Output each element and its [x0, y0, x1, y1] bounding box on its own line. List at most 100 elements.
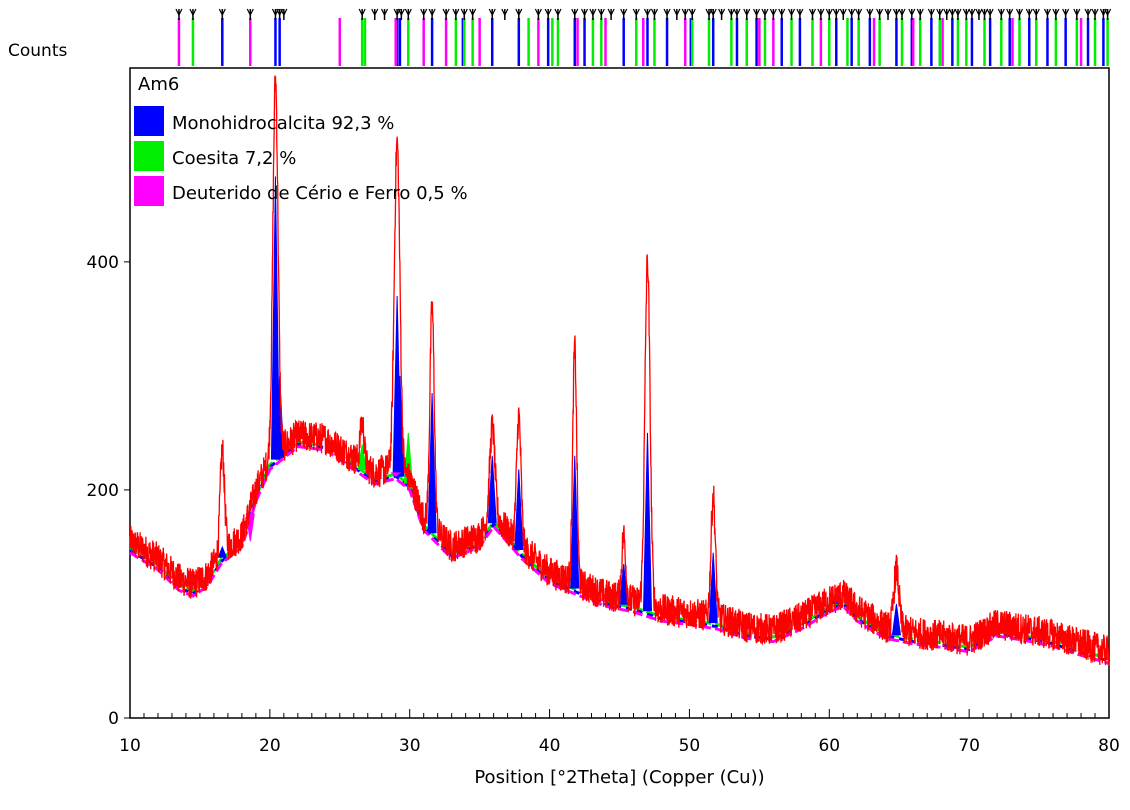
reference-mark-arrow — [986, 8, 994, 17]
reference-mark-arrow — [980, 8, 989, 17]
x-axis-label: Position [°2Theta] (Copper (Cu)) — [474, 767, 764, 788]
phase-peak-monohidrocalcita — [217, 545, 228, 558]
phase-peak-deuterido — [390, 472, 402, 477]
reference-mark-arrow — [727, 8, 735, 17]
observed-pattern-layer — [129, 75, 1110, 666]
legend-entry-label: Deuterido de Cério e Ferro 0,5 % — [172, 183, 468, 204]
reference-mark-arrow — [650, 8, 659, 17]
x-tick-label: 30 — [399, 736, 421, 756]
reference-mark-arrow — [381, 8, 389, 17]
reference-mark-arrow — [975, 8, 983, 17]
reference-mark-arrow — [488, 8, 496, 17]
reference-mark-arrow — [420, 8, 428, 17]
reference-mark-arrow — [1025, 8, 1033, 17]
y-tick-label: 200 — [87, 481, 119, 501]
reference-mark-arrow — [1073, 8, 1081, 17]
reference-mark-arrow — [1006, 8, 1014, 17]
phase-peak-monohidrocalcita — [891, 603, 901, 636]
reference-mark-arrow — [246, 8, 254, 17]
x-tick-label: 70 — [958, 736, 980, 756]
x-tick-label: 50 — [679, 736, 701, 756]
reference-mark-arrow — [866, 8, 874, 17]
reference-mark-arrow — [469, 8, 477, 17]
reference-mark-arrow — [1052, 8, 1060, 17]
phase-peak-monohidrocalcita — [514, 469, 524, 550]
reference-mark-arrow — [452, 8, 460, 17]
reference-mark-arrow — [663, 8, 671, 17]
reference-mark-arrow — [580, 8, 589, 17]
reference-tick-strip — [175, 8, 1112, 66]
reference-mark-arrow — [1043, 8, 1051, 17]
reference-mark-arrow — [280, 8, 288, 17]
reference-mark-arrow — [607, 8, 615, 17]
reference-mark-arrow — [428, 8, 436, 17]
reference-mark-arrow — [175, 8, 183, 17]
reference-mark-arrow — [442, 8, 450, 17]
reference-mark-arrow — [1015, 8, 1024, 17]
axes: 10 20 30 40 50 60 70 80 0 200 400 — [87, 253, 1120, 756]
reference-mark-arrow — [371, 8, 379, 17]
legend-swatch — [134, 106, 164, 136]
reference-mark-arrow — [839, 8, 847, 17]
reference-mark-arrow — [997, 8, 1005, 17]
phase-peak-monohidrocalcita — [270, 176, 280, 460]
reference-mark-arrow — [832, 8, 840, 17]
reference-mark-arrow — [743, 8, 751, 17]
reference-mark-arrow — [936, 8, 944, 17]
reference-mark-arrow — [709, 8, 717, 17]
reference-mark-arrow — [1032, 8, 1040, 17]
x-tick-label: 60 — [818, 736, 840, 756]
reference-mark-arrow — [908, 8, 916, 17]
reference-mark-arrow — [643, 8, 652, 17]
y-tick-label: 0 — [108, 709, 119, 729]
reference-mark-arrow — [620, 8, 628, 17]
legend-entry-label: Coesita 7,2 % — [172, 148, 296, 169]
reference-mark-arrow — [673, 8, 681, 17]
reference-mark-arrow — [948, 8, 956, 17]
reference-mark-arrow — [397, 8, 405, 17]
reference-mark-arrow — [1104, 8, 1112, 17]
reference-mark-arrow — [1091, 8, 1099, 17]
reference-mark-arrow — [898, 8, 906, 17]
reference-mark-arrow — [855, 8, 863, 17]
reference-mark-arrow — [501, 8, 509, 17]
phase-peak-monohidrocalcita — [427, 392, 437, 534]
reference-mark-arrow — [404, 8, 412, 17]
x-tick-label: 40 — [539, 736, 561, 756]
reference-mark-arrow — [733, 8, 741, 17]
reference-mark-arrow — [753, 8, 761, 17]
reference-mark-arrow — [632, 8, 640, 17]
reference-mark-arrow — [544, 8, 552, 17]
phase-peak-monohidrocalcita — [570, 455, 580, 589]
observed-pattern-line — [129, 75, 1110, 666]
reference-mark-arrow — [876, 8, 884, 17]
reference-mark-arrow — [688, 8, 696, 17]
reference-mark-arrow — [761, 8, 769, 17]
x-tick-label: 20 — [259, 736, 281, 756]
reference-mark-arrow — [515, 8, 523, 17]
reference-mark-arrow — [718, 8, 726, 17]
reference-mark-arrow — [943, 8, 951, 17]
reference-mark-arrow — [962, 8, 970, 17]
chart-title: Am6 — [138, 74, 179, 95]
reference-mark-arrow — [848, 8, 856, 17]
reference-mark-arrow — [884, 8, 892, 17]
reference-mark-arrow — [808, 8, 817, 17]
legend-entry-label: Monohidrocalcita 92,3 % — [172, 113, 394, 134]
phase-peak-monohidrocalcita — [487, 455, 497, 524]
phase-peak-monohidrocalcita — [619, 564, 629, 605]
reference-mark-arrow — [1084, 8, 1092, 17]
reference-mark-arrow — [892, 8, 900, 17]
reference-mark-arrow — [1062, 8, 1070, 17]
phase-peak-coesita — [357, 444, 367, 471]
reference-mark-arrow — [571, 8, 579, 17]
reference-mark-arrow — [825, 8, 833, 17]
reference-mark-arrow — [796, 8, 804, 17]
reference-mark-arrow — [817, 8, 825, 17]
reference-mark-arrow — [358, 8, 366, 17]
y-axis-label: Counts — [8, 41, 67, 61]
reference-mark-arrow — [769, 8, 777, 17]
y-tick-label: 400 — [87, 253, 119, 273]
x-tick-label: 80 — [1098, 736, 1120, 756]
